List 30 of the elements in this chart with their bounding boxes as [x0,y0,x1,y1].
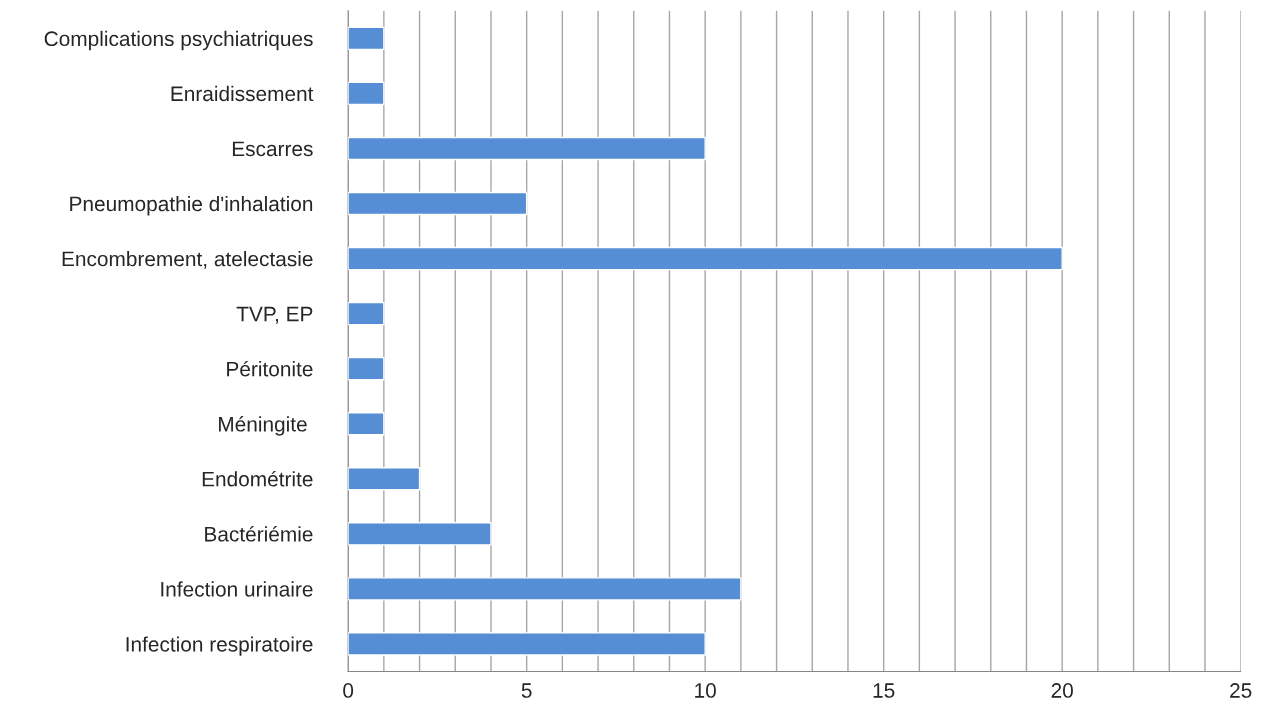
bar [348,301,385,326]
bar [348,81,385,106]
bar [348,467,421,491]
y-tick-label: Encombrement, atelectasie [62,251,313,269]
x-tick-label: 25 [1230,683,1252,698]
x-tick-label: 5 [521,683,532,698]
x-tick-label: 20 [1051,683,1073,698]
y-tick-label: Escarres [232,141,313,157]
y-tick-label: Bactériémie [205,526,313,542]
bar [348,522,492,546]
y-tick-label: Enraidissement [171,85,314,102]
bar [348,136,706,161]
y-tick-label: Endométrite [202,470,313,487]
y-tick-label: Complications psychiatriques [44,30,313,51]
y-tick-label: Péritonite [227,360,313,377]
y-tick-label: Méningite [219,416,307,436]
bar [348,26,385,51]
y-tick-label: Infection respiratoire [126,636,313,656]
x-tick-label: 0 [343,683,354,698]
x-tick-label: 15 [873,683,895,698]
x-tick-label: 10 [695,683,716,698]
y-tick-label: Infection urinaire [161,581,313,597]
bar [348,356,385,381]
y-tick-label: TVP, EP [236,306,313,324]
bar [348,577,742,601]
y-tick-label: Pneumopathie d'inhalation [70,195,313,216]
bar [348,246,1063,271]
bar [348,632,706,656]
bar [348,191,528,216]
bar [348,412,385,436]
